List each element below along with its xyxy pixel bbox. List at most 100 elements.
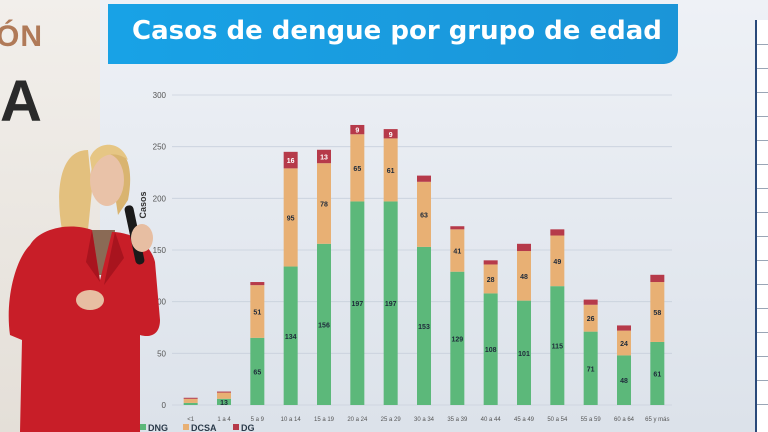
bar-dng <box>317 243 331 405</box>
x-tick-label: 30 a 34 <box>414 417 435 423</box>
bar-dng <box>250 337 265 405</box>
x-tick-label: 25 a 29 <box>381 417 402 423</box>
bar-value-label: 61 <box>653 371 661 378</box>
bar-dg <box>383 129 398 139</box>
bar-dcsa <box>183 398 198 403</box>
x-tick-label: 20 a 24 <box>347 417 368 423</box>
slide-title-bar: Casos de dengue por grupo de edad <box>108 4 678 64</box>
presenter-lapel-right <box>104 232 124 285</box>
bar-dcsa <box>483 264 498 294</box>
legend-label: DG <box>241 423 255 432</box>
bar-value-label: 153 <box>418 324 430 331</box>
x-tick-label: 55 a 59 <box>581 417 602 423</box>
y-tick-label: 0 <box>162 401 167 410</box>
table-cell <box>757 308 768 333</box>
table-cell <box>757 116 768 141</box>
y-tick-label: 150 <box>153 246 167 255</box>
table-cell <box>757 212 768 237</box>
bar-dcsa <box>250 285 265 338</box>
table-cell <box>757 332 768 357</box>
x-tick-label: 5 a 9 <box>251 417 265 423</box>
bar-dng <box>650 341 665 405</box>
bar-dcsa <box>617 330 631 356</box>
bar-value-label: 134 <box>285 334 297 341</box>
bar-value-label: 9 <box>389 132 393 139</box>
bar-value-label: 65 <box>253 369 261 376</box>
bar-dcsa <box>550 235 565 287</box>
bar-value-label: 71 <box>587 366 595 373</box>
bar-value-label: 65 <box>353 166 361 173</box>
bar-value-label: 51 <box>253 309 261 316</box>
bar-value-label: 26 <box>587 316 595 323</box>
bar-dg <box>650 274 665 283</box>
backdrop-text-large: A <box>0 69 42 134</box>
bar-value-label: 78 <box>320 202 328 209</box>
bar-dg <box>317 149 331 164</box>
bar-dng <box>417 246 431 405</box>
bar-value-label: 197 <box>351 301 363 308</box>
bar-dg <box>350 124 365 135</box>
bar-dg <box>283 151 298 169</box>
legend-label: DNG <box>148 423 168 432</box>
bar-value-label: 16 <box>287 158 295 165</box>
bar-dcsa <box>383 138 398 202</box>
table-cell <box>757 188 768 213</box>
table-cell <box>757 44 768 69</box>
x-tick-label: 15 a 19 <box>314 417 335 423</box>
legend-label: DCSA <box>191 423 217 432</box>
table-cell <box>757 284 768 309</box>
bar-dg <box>617 325 631 331</box>
bar-value-label: 41 <box>453 249 461 256</box>
bar-value-label: 101 <box>518 351 530 358</box>
bar-value-label: 9 <box>355 128 359 135</box>
y-tick-label: 100 <box>153 298 167 307</box>
bar-value-label: 61 <box>387 168 395 175</box>
y-tick-label: 300 <box>153 91 167 100</box>
bar-dg <box>450 226 465 230</box>
bar-dcsa <box>517 251 531 301</box>
bar-dng <box>483 293 498 405</box>
table-cell <box>757 356 768 381</box>
x-tick-label: <1 <box>187 417 195 423</box>
legend-swatch <box>140 424 146 430</box>
bar-dcsa <box>283 168 298 267</box>
bar-dng <box>283 266 298 405</box>
presenter-hand-left <box>76 290 104 310</box>
bar-value-label: 28 <box>487 277 495 284</box>
bar-dcsa <box>350 134 365 202</box>
bar-dg <box>217 391 231 393</box>
bar-value-label: 63 <box>420 212 428 219</box>
bar-dng <box>183 402 198 405</box>
y-axis-label: Casos <box>138 191 148 218</box>
table-cell <box>757 92 768 117</box>
table-cell <box>757 236 768 261</box>
bar-dng <box>617 355 631 405</box>
bar-dng <box>350 201 365 405</box>
bar-dcsa <box>217 392 231 399</box>
bar-value-label: 49 <box>553 259 561 266</box>
bar-value-label: 156 <box>318 322 330 329</box>
bar-dng <box>517 300 531 405</box>
table-cell <box>757 380 768 405</box>
presenter-lapel <box>86 230 100 282</box>
bar-dng <box>383 201 398 405</box>
bar-dg <box>250 282 265 286</box>
bar-value-label: 13 <box>220 400 228 407</box>
x-tick-label: 65 y más <box>645 417 669 423</box>
bar-dng <box>583 331 598 405</box>
legend-swatch <box>233 424 239 430</box>
bar-value-label: 95 <box>287 215 295 222</box>
side-data-table <box>755 20 768 432</box>
bar-value-label: 48 <box>620 378 628 385</box>
table-cell <box>757 164 768 189</box>
y-tick-label: 250 <box>153 143 167 152</box>
presenter-face <box>90 154 124 206</box>
bar-dg <box>483 260 498 265</box>
table-cell <box>757 140 768 165</box>
bar-dg <box>550 229 565 236</box>
bar-value-label: 13 <box>320 154 328 161</box>
bar-dg <box>583 299 598 305</box>
x-tick-label: 35 a 39 <box>447 417 468 423</box>
slide-title: Casos de dengue por grupo de edad <box>132 16 662 46</box>
